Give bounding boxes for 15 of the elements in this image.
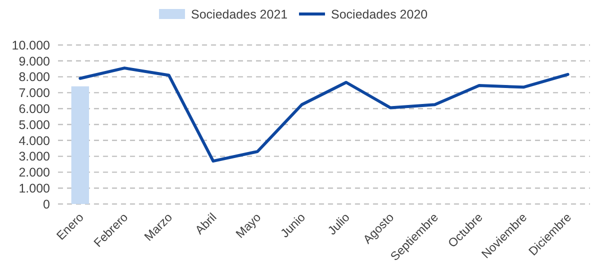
y-tick-label: 6.000 xyxy=(18,102,50,116)
y-tick-label: 4.000 xyxy=(18,134,50,148)
line-series xyxy=(78,66,570,163)
y-tick-label: 7.000 xyxy=(18,86,50,100)
y-tick-label: 1.000 xyxy=(18,181,50,196)
y-tick-label: 0 xyxy=(43,197,50,212)
y-tick-label: 3.000 xyxy=(18,150,50,164)
y-tick-label: 5.000 xyxy=(18,118,50,132)
legend-label: Sociedades 2020 xyxy=(331,7,428,22)
y-tick-label: 8.000 xyxy=(18,70,50,84)
y-tick-label: 10.000 xyxy=(12,38,50,52)
y-tick-label: 2.000 xyxy=(18,166,50,180)
legend-label: Sociedades 2021 xyxy=(191,7,288,22)
x-tick-label: Julio xyxy=(324,210,353,238)
y-tick-label: 9.000 xyxy=(18,54,50,68)
